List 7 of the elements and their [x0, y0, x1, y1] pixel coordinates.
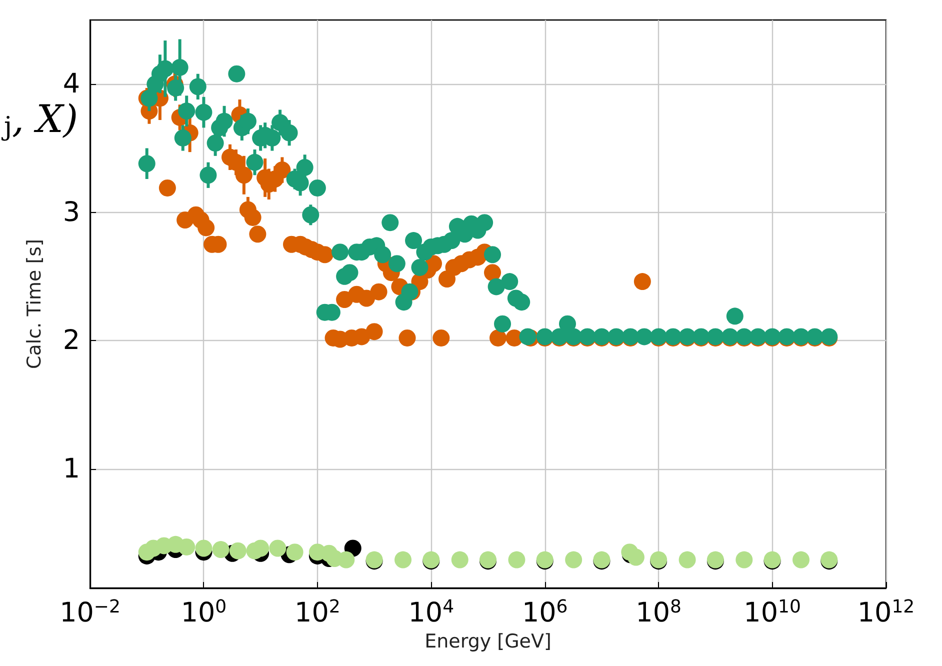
y-axis-title: Calc. Time [s]: [24, 239, 46, 369]
y-tick-label: 3: [62, 196, 80, 228]
x-axis-title: Energy [GeV]: [424, 630, 552, 652]
y-tick-label: 1: [62, 453, 80, 484]
y-tick-label: 4: [62, 68, 80, 100]
text: j, X): [1, 97, 78, 142]
y-tick-label: 2: [62, 325, 80, 356]
